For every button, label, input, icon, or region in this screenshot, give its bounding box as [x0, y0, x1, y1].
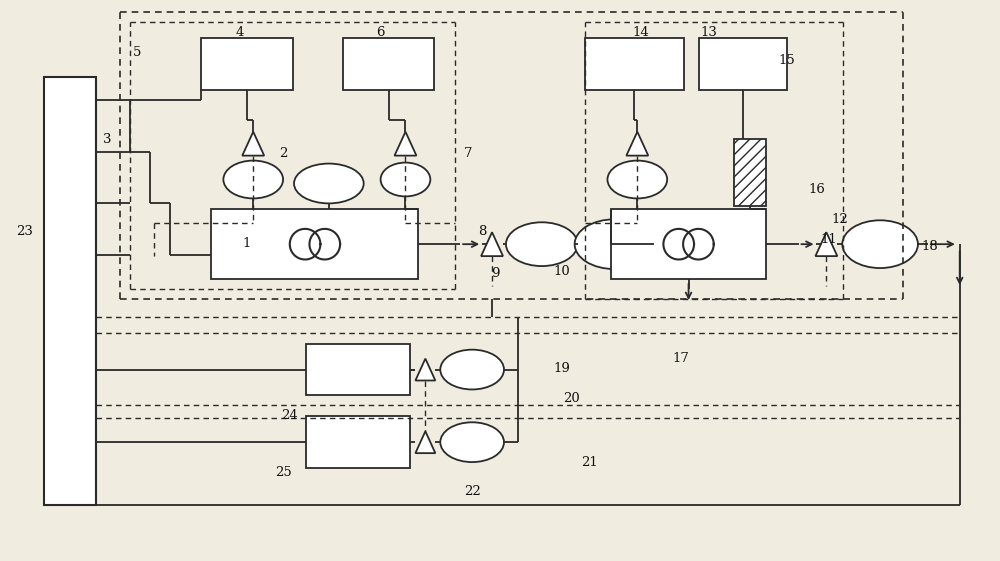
Text: 10: 10 [553, 265, 570, 278]
Text: 9: 9 [491, 266, 499, 279]
Text: 4: 4 [235, 26, 243, 39]
Bar [306, 344, 410, 396]
Bar [343, 38, 434, 90]
Text: 16: 16 [808, 183, 825, 196]
Text: 2: 2 [279, 147, 287, 160]
Text: 8: 8 [478, 225, 486, 238]
Text: 24: 24 [281, 409, 297, 422]
Text: 7: 7 [464, 147, 472, 160]
Text: 25: 25 [275, 466, 291, 479]
Text: 13: 13 [701, 26, 717, 39]
Polygon shape [415, 358, 435, 380]
Polygon shape [481, 232, 503, 256]
Polygon shape [815, 232, 837, 256]
Bar [306, 416, 410, 468]
Ellipse shape [607, 160, 667, 199]
Bar [699, 38, 787, 90]
Ellipse shape [223, 160, 283, 199]
Bar [211, 209, 418, 279]
Text: 6: 6 [376, 26, 385, 39]
Polygon shape [415, 431, 435, 453]
Polygon shape [626, 132, 648, 155]
Text: 22: 22 [464, 485, 481, 498]
Ellipse shape [842, 220, 918, 268]
Text: 20: 20 [563, 392, 580, 405]
Text: 3: 3 [103, 133, 111, 146]
Bar [611, 209, 766, 279]
Bar [201, 38, 293, 90]
Bar [585, 38, 684, 90]
Polygon shape [242, 132, 264, 155]
Text: 14: 14 [633, 26, 650, 39]
Text: 15: 15 [778, 54, 795, 67]
Polygon shape [395, 132, 416, 155]
Text: 11: 11 [820, 233, 837, 246]
Text: 5: 5 [133, 45, 141, 59]
Ellipse shape [506, 222, 578, 266]
Ellipse shape [440, 350, 504, 389]
Ellipse shape [575, 219, 654, 269]
Ellipse shape [440, 422, 504, 462]
Text: 23: 23 [16, 225, 33, 238]
Text: 21: 21 [581, 456, 598, 468]
Bar [734, 139, 766, 206]
Text: 1: 1 [242, 237, 250, 250]
Ellipse shape [381, 163, 430, 196]
Text: 18: 18 [921, 240, 938, 252]
Text: 19: 19 [553, 362, 570, 375]
Text: 17: 17 [673, 352, 690, 365]
Text: 12: 12 [832, 213, 849, 226]
Bar [44, 77, 96, 505]
Ellipse shape [294, 164, 364, 204]
